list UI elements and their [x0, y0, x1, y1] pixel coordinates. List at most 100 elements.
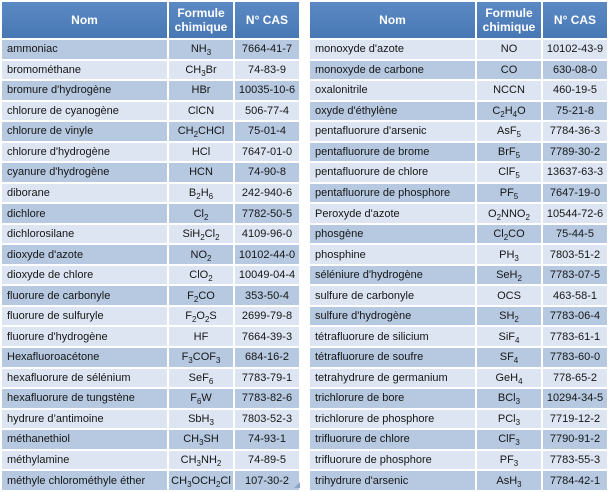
- cas-number-cell: 7789-30-2: [543, 142, 607, 162]
- chemical-formula-cell: SeH2: [477, 265, 541, 285]
- chemical-formula-cell: ClF5: [477, 163, 541, 182]
- table-row: trifluorure de chlore ClF3 7790-91-2: [310, 430, 607, 449]
- table-row: pentafluorure de brome BrF5 7789-30-2: [310, 142, 607, 162]
- table-row: trihydrure d'arsenic AsH3 7784-42-1: [310, 471, 607, 490]
- cas-number-cell: 460-19-5: [543, 81, 607, 100]
- cas-number-cell: 506-77-4: [235, 101, 299, 121]
- chemical-formula-cell: ClF3: [477, 430, 541, 449]
- cas-number-cell: 7647-01-0: [235, 142, 299, 162]
- table-row: Peroxyde d'azote O2NNO2 10544-72-6: [310, 204, 607, 223]
- cas-number-cell: 107-30-2: [235, 471, 299, 490]
- cas-number-cell: 778-65-2: [543, 368, 607, 388]
- chemical-formula-cell: NCCN: [477, 81, 541, 100]
- cas-number-cell: 353-50-4: [235, 286, 299, 305]
- cas-number-cell: 10544-72-6: [543, 204, 607, 223]
- chemical-formula-cell: F2CO: [169, 286, 233, 305]
- table-row: hydrure d’antimoine SbH3 7803-52-3: [2, 409, 299, 429]
- chemical-name-cell: chlorure de cyanogène: [2, 101, 167, 121]
- chemical-formula-cell: PCl3: [477, 409, 541, 429]
- cas-number-cell: 463-58-1: [543, 286, 607, 305]
- chemical-name-cell: monoxyde d'azote: [310, 40, 475, 59]
- chemical-formula-cell: SiH2Cl2: [169, 224, 233, 244]
- column-header-nom: Nom: [2, 2, 167, 38]
- chemical-formula-cell: PF5: [477, 183, 541, 203]
- chemical-formula-cell: NO2: [169, 245, 233, 264]
- table-row: oxalonitrile NCCN 460-19-5: [310, 81, 607, 100]
- chemical-table-right: Nom Formule chimique N° CAS monoxyde d'a…: [308, 0, 609, 492]
- chemical-formula-cell: PH3: [477, 245, 541, 264]
- table-row: séléniure d'hydrogène SeH2 7783-07-5: [310, 265, 607, 285]
- table-row: dichlore Cl2 7782-50-5: [2, 204, 299, 223]
- cas-number-cell: 7782-50-5: [235, 204, 299, 223]
- cas-number-cell: 74-90-8: [235, 163, 299, 182]
- cas-number-cell: 75-21-8: [543, 101, 607, 121]
- table-row: méthanethiol CH3SH 74-93-1: [2, 430, 299, 449]
- header-row: Nom Formule chimique N° CAS: [310, 2, 607, 38]
- cas-number-cell: 7783-06-4: [543, 306, 607, 326]
- chemical-formula-cell: B2H6: [169, 183, 233, 203]
- cas-number-cell: 7783-07-5: [543, 265, 607, 285]
- chemical-name-cell: méthylamine: [2, 450, 167, 470]
- cas-number-cell: 74-89-5: [235, 450, 299, 470]
- table-row: trifluorure de phosphore PF3 7783-55-3: [310, 450, 607, 470]
- cas-number-cell: 75-01-4: [235, 122, 299, 141]
- cas-number-cell: 7784-42-1: [543, 471, 607, 490]
- chemical-formula-cell: Cl2CO: [477, 224, 541, 244]
- table-row: hexafluorure de tungstène F6W 7783-82-6: [2, 389, 299, 408]
- chemical-name-cell: tetrahydrure de germanium: [310, 368, 475, 388]
- chemical-formula-cell: HCN: [169, 163, 233, 182]
- table-row: tetrahydrure de germanium GeH4 778-65-2: [310, 368, 607, 388]
- chemical-name-cell: Peroxyde d'azote: [310, 204, 475, 223]
- chemical-formula-cell: SH2: [477, 306, 541, 326]
- chemical-name-cell: séléniure d'hydrogène: [310, 265, 475, 285]
- chemical-name-cell: pentafluorure d'arsenic: [310, 122, 475, 141]
- chemical-name-cell: pentafluorure de brome: [310, 142, 475, 162]
- cas-number-cell: 74-93-1: [235, 430, 299, 449]
- table-row: cyanure d'hydrogène HCN 74-90-8: [2, 163, 299, 182]
- table-row: méthylamine CH3NH2 74-89-5: [2, 450, 299, 470]
- cas-number-cell: 242-940-6: [235, 183, 299, 203]
- chemical-formula-cell: AsH3: [477, 471, 541, 490]
- chemical-formula-cell: ClO2: [169, 265, 233, 285]
- chemical-name-cell: méthyle chlorométhyle éther: [2, 471, 167, 490]
- column-header-cas: N° CAS: [235, 2, 299, 38]
- chemical-formula-cell: O2NNO2: [477, 204, 541, 223]
- cas-number-cell: 7664-39-3: [235, 327, 299, 346]
- chemical-formula-cell: C2H4O: [477, 101, 541, 121]
- chemical-formula-cell: CH2CHCl: [169, 122, 233, 141]
- chemical-formula-cell: PF3: [477, 450, 541, 470]
- chemical-name-cell: ammoniac: [2, 40, 167, 59]
- chemical-formula-cell: SF4: [477, 347, 541, 367]
- chemical-name-cell: tétrafluorure de silicium: [310, 327, 475, 346]
- chemical-formula-cell: NO: [477, 40, 541, 59]
- chemical-formula-cell: SeF6: [169, 368, 233, 388]
- chemical-formula-cell: GeH4: [477, 368, 541, 388]
- table-row: fluorure de carbonyle F2CO 353-50-4: [2, 286, 299, 305]
- cas-number-cell: 7783-60-0: [543, 347, 607, 367]
- table-row: pentafluorure de phosphore PF5 7647-19-0: [310, 183, 607, 203]
- table-row: monoxyde d'azote NO 10102-43-9: [310, 40, 607, 59]
- table-row: fluorure d'hydrogène HF 7664-39-3: [2, 327, 299, 346]
- table-row: pentafluorure de chlore ClF5 13637-63-3: [310, 163, 607, 182]
- chemical-name-cell: méthanethiol: [2, 430, 167, 449]
- chemical-formula-cell: HBr: [169, 81, 233, 100]
- chemical-name-cell: trifluorure de phosphore: [310, 450, 475, 470]
- chemical-name-cell: tétrafluorure de soufre: [310, 347, 475, 367]
- table-row: bromométhane CH3Br 74-83-9: [2, 60, 299, 80]
- cas-number-cell: 7783-61-1: [543, 327, 607, 346]
- chemical-name-cell: bromométhane: [2, 60, 167, 80]
- chemical-name-cell: trihydrure d'arsenic: [310, 471, 475, 490]
- chemical-formula-cell: BrF5: [477, 142, 541, 162]
- table-row: pentafluorure d'arsenic AsF5 7784-36-3: [310, 122, 607, 141]
- chemical-name-cell: dichlorosilane: [2, 224, 167, 244]
- chemical-formula-cell: OCS: [477, 286, 541, 305]
- chemical-name-cell: oxyde d'éthylène: [310, 101, 475, 121]
- table-row: hexafluorure de sélénium SeF6 7783-79-1: [2, 368, 299, 388]
- chemical-name-cell: sulfure de carbonyle: [310, 286, 475, 305]
- cas-number-cell: 7803-51-2: [543, 245, 607, 264]
- chemical-name-cell: cyanure d'hydrogène: [2, 163, 167, 182]
- cas-number-cell: 7790-91-2: [543, 430, 607, 449]
- chemical-formula-cell: CH3SH: [169, 430, 233, 449]
- chemical-name-cell: oxalonitrile: [310, 81, 475, 100]
